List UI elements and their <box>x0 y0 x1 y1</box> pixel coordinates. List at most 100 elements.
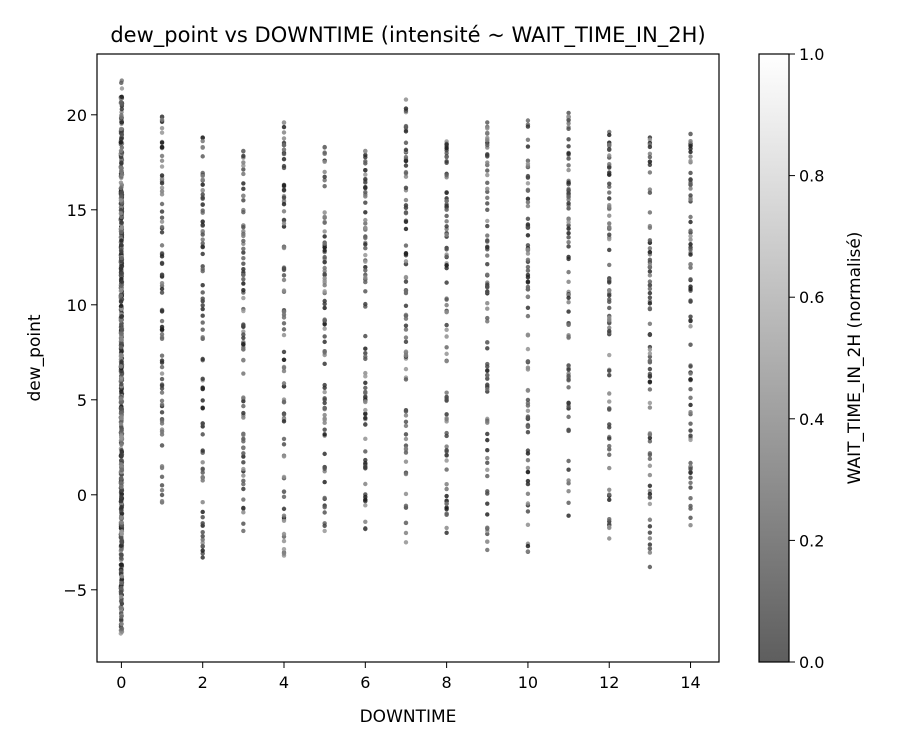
scatter-point <box>403 129 409 134</box>
scatter-point <box>322 298 327 304</box>
scatter-point <box>159 280 165 286</box>
scatter-point <box>647 550 653 555</box>
scatter-point <box>525 173 531 179</box>
scatter-point <box>607 407 612 412</box>
scatter-point <box>119 249 124 254</box>
scatter-point <box>566 467 571 472</box>
scatter-point <box>485 253 490 258</box>
scatter-point <box>322 389 327 395</box>
scatter-point <box>566 206 571 211</box>
scatter-point <box>444 297 449 302</box>
scatter-point <box>200 208 205 213</box>
scatter-point <box>525 458 531 463</box>
scatter-point <box>485 223 490 229</box>
scatter-point <box>688 342 693 347</box>
scatter-point <box>525 247 531 252</box>
scatter-point <box>485 285 490 290</box>
scatter-point <box>281 436 287 442</box>
scatter-point <box>403 540 409 545</box>
scatter-point <box>322 271 327 277</box>
scatter-point <box>607 305 612 311</box>
scatter-point <box>200 320 205 325</box>
scatter-point <box>363 399 368 404</box>
scatter-point <box>119 340 124 346</box>
scatter-point <box>403 349 409 354</box>
scatter-point <box>118 198 124 203</box>
scatter-point <box>403 471 409 477</box>
scatter-point <box>525 332 531 337</box>
scatter-point <box>403 158 409 164</box>
scatter-point <box>647 358 653 363</box>
scatter-point <box>444 213 449 219</box>
scatter-point <box>241 506 246 511</box>
scatter-point <box>241 272 246 278</box>
scatter-point <box>485 239 490 244</box>
scatter-point <box>566 190 571 196</box>
scatter-point <box>485 301 490 306</box>
scatter-point <box>119 577 125 582</box>
scatter-point <box>119 101 125 107</box>
scatter-point <box>363 210 368 215</box>
scatter-point <box>281 454 287 459</box>
scatter-point <box>159 336 165 342</box>
x-tick-label: 2 <box>198 673 208 692</box>
scatter-point <box>444 219 449 224</box>
scatter-point <box>241 481 246 487</box>
scatter-point <box>241 171 246 177</box>
scatter-point <box>688 154 693 159</box>
scatter-point <box>322 385 327 390</box>
scatter-point <box>159 243 165 248</box>
scatter-point <box>403 520 409 526</box>
scatter-point <box>525 549 531 554</box>
scatter-point <box>322 523 327 528</box>
scatter-point <box>688 237 693 242</box>
scatter-point <box>322 339 327 345</box>
scatter-point <box>688 233 693 239</box>
scatter-point <box>119 629 125 634</box>
scatter-point <box>118 498 124 504</box>
scatter-point <box>200 335 205 340</box>
scatter-point <box>241 466 246 472</box>
scatter-point <box>485 168 490 173</box>
scatter-point <box>444 481 449 487</box>
scatter-point <box>444 486 449 492</box>
scatter-point <box>647 347 653 352</box>
scatter-point <box>281 412 287 417</box>
scatter-point <box>607 368 612 374</box>
scatter-point <box>159 410 165 415</box>
scatter-point <box>525 225 531 230</box>
y-axis-label: dew_point <box>25 314 45 401</box>
scatter-point <box>363 225 368 231</box>
scatter-point <box>118 415 124 421</box>
scatter-point <box>566 309 571 314</box>
scatter-point <box>322 245 327 250</box>
scatter-point <box>403 147 409 153</box>
scatter-point <box>363 180 368 185</box>
scatter-point <box>159 164 165 169</box>
scatter-point <box>566 385 571 390</box>
scatter-point <box>118 299 124 304</box>
scatter-point <box>322 275 327 281</box>
scatter-points <box>118 78 693 636</box>
scatter-point <box>647 546 653 552</box>
scatter-point <box>607 181 612 186</box>
scatter-point <box>159 327 165 332</box>
scatter-point <box>322 479 327 485</box>
scatter-point <box>444 358 449 364</box>
scatter-point <box>607 443 612 449</box>
scatter-point <box>159 209 165 214</box>
scatter-point <box>525 251 531 256</box>
scatter-point <box>485 207 490 213</box>
colorbar-ticks: 0.0 0.2 0.4 0.6 0.8 1.0 <box>789 45 824 672</box>
scatter-point <box>159 219 165 224</box>
scatter-point <box>525 387 531 393</box>
scatter-point <box>119 94 124 100</box>
colorbar-tick-label: 0.8 <box>799 167 824 186</box>
scatter-point <box>200 543 205 549</box>
scatter-point <box>363 407 368 413</box>
scatter-point <box>688 515 693 520</box>
scatter-point <box>119 381 124 387</box>
scatter-point <box>119 229 124 235</box>
scatter-point <box>688 470 693 475</box>
scatter-point <box>241 186 246 192</box>
